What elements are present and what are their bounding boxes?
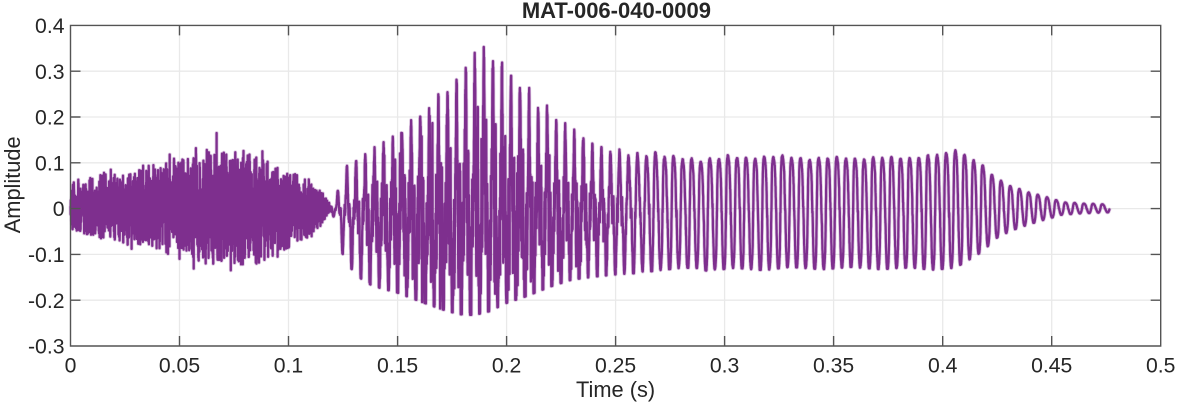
svg-text:0.15: 0.15 [377, 355, 418, 378]
svg-text:0: 0 [65, 355, 77, 378]
svg-text:MAT-006-040-0009: MAT-006-040-0009 [522, 0, 711, 23]
svg-text:0.1: 0.1 [35, 152, 64, 175]
svg-text:0.45: 0.45 [1031, 355, 1072, 378]
svg-text:-0.2: -0.2 [28, 290, 65, 313]
svg-text:0.35: 0.35 [813, 355, 854, 378]
svg-text:0.1: 0.1 [274, 355, 303, 378]
svg-text:0.4: 0.4 [35, 15, 65, 38]
svg-text:-0.3: -0.3 [28, 336, 65, 359]
svg-text:-0.1: -0.1 [28, 244, 65, 267]
svg-text:0.25: 0.25 [595, 355, 636, 378]
svg-text:0: 0 [53, 198, 65, 221]
svg-text:Time (s): Time (s) [576, 377, 655, 402]
svg-text:0.4: 0.4 [928, 355, 958, 378]
svg-text:0.5: 0.5 [1146, 355, 1175, 378]
svg-text:0.05: 0.05 [159, 355, 200, 378]
svg-text:0.3: 0.3 [35, 61, 64, 84]
svg-text:0.2: 0.2 [35, 107, 64, 130]
svg-text:0.3: 0.3 [710, 355, 739, 378]
svg-text:Amplitude: Amplitude [0, 136, 25, 233]
svg-text:0.2: 0.2 [492, 355, 521, 378]
